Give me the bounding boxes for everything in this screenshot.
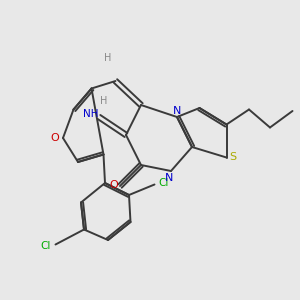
Text: O: O [110, 179, 118, 190]
Text: Cl: Cl [41, 241, 51, 251]
Text: NH: NH [83, 109, 98, 119]
Text: H: H [100, 95, 107, 106]
Text: Cl: Cl [158, 178, 169, 188]
Text: N: N [173, 106, 181, 116]
Text: S: S [230, 152, 237, 163]
Text: H: H [104, 53, 111, 64]
Text: O: O [50, 133, 59, 143]
Text: N: N [165, 172, 174, 183]
